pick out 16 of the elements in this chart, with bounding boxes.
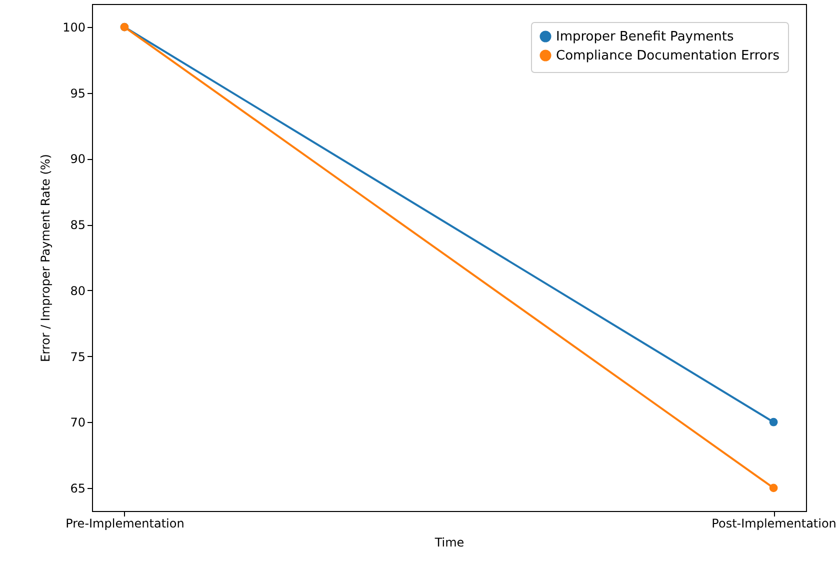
x-axis-title: Time <box>434 536 464 550</box>
legend-label: Compliance Documentation Errors <box>556 48 780 64</box>
y-axis-title: Error / Improper Payment Rate (%) <box>38 154 53 362</box>
x-tick-label: Post-Implementation <box>712 516 836 530</box>
y-tick-label: 80 <box>70 284 86 298</box>
y-tick-label: 65 <box>70 481 86 496</box>
point <box>769 484 778 492</box>
x-tick-label: Pre-Implementation <box>66 516 184 530</box>
y-tick-label: 95 <box>70 86 86 100</box>
y-tick-label: 100 <box>62 20 86 35</box>
y-tick-label: 85 <box>70 218 86 232</box>
y-tick-label: 70 <box>70 416 86 430</box>
y-tick-label: 75 <box>70 350 86 364</box>
y-tick-label: 90 <box>70 152 86 166</box>
point <box>769 418 778 426</box>
legend-label: Improper Benefit Payments <box>556 30 734 44</box>
